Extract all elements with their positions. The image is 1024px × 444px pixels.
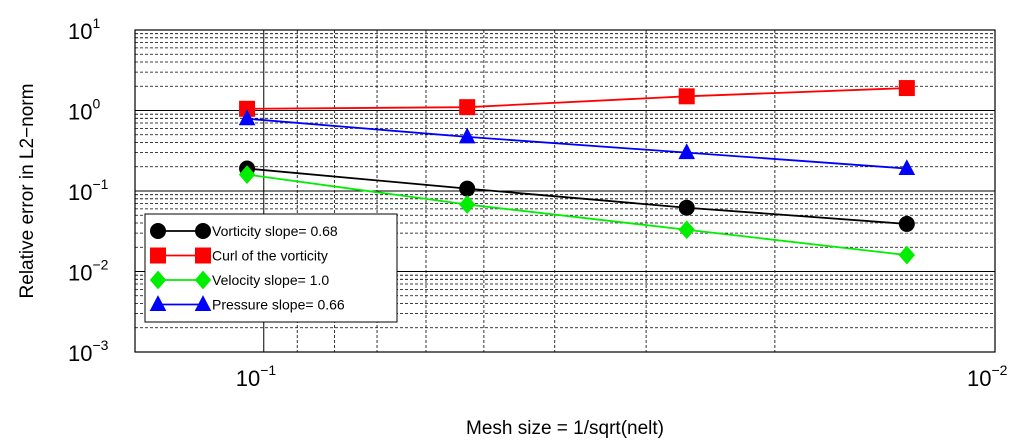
series [239, 80, 915, 117]
x-axis-title: Mesh size = 1/sqrt(nelt) [466, 418, 664, 439]
legend-label: Vorticity slope= 0.68 [212, 223, 338, 239]
legend-marker [149, 270, 167, 290]
data-point [459, 99, 476, 116]
legend-marker [149, 295, 167, 311]
legend-item: Curl of the vorticity [150, 247, 328, 264]
legend-marker [194, 270, 212, 290]
x-tick-label: 10−2 [967, 362, 1008, 391]
series [238, 165, 915, 265]
data-point [898, 159, 916, 176]
legend-marker [195, 247, 211, 264]
legend-label: Pressure slope= 0.66 [212, 297, 345, 313]
legend-label: Curl of the vorticity [212, 248, 328, 264]
data-point [678, 143, 696, 160]
data-point [238, 165, 256, 184]
data-point [898, 80, 915, 97]
data-point [678, 199, 695, 216]
legend-marker [194, 295, 212, 311]
grid [135, 30, 995, 352]
y-tick-label: 101 [68, 15, 100, 44]
legend-label: Velocity slope= 1.0 [212, 272, 329, 288]
series [238, 109, 916, 176]
legend-item: Velocity slope= 1.0 [149, 270, 329, 290]
legend-marker [150, 223, 166, 239]
tick-labels: 101 100 10−1 10−2 10−3 10−1 10−2 [68, 15, 1008, 391]
data-point [678, 220, 695, 240]
y-tick-label: 10−2 [68, 257, 109, 286]
data-point [459, 180, 476, 197]
data-point [238, 109, 256, 126]
series-line [246, 173, 907, 256]
series-line [246, 167, 907, 225]
y-tick-label: 100 [68, 96, 100, 125]
data-point [458, 127, 476, 144]
data-point [678, 88, 695, 105]
y-tick-label: 10−3 [68, 337, 109, 366]
y-axis-title: Relative error in L2−norm [17, 84, 38, 299]
data-point [898, 215, 915, 232]
data-point [459, 195, 476, 214]
legend: Vorticity slope= 0.68 Curl of the vortici… [144, 213, 398, 323]
plot-frame [134, 29, 996, 353]
data-point [898, 245, 915, 265]
series-line [247, 87, 907, 110]
series-line [246, 117, 907, 170]
x-tick-label: 10−1 [236, 362, 277, 391]
series-group [238, 80, 916, 265]
legend-item: Vorticity slope= 0.68 [150, 223, 338, 239]
y-tick-label: 10−1 [68, 176, 109, 205]
legend-marker [195, 223, 211, 239]
legend-item: Pressure slope= 0.66 [149, 295, 345, 313]
legend-marker [150, 247, 166, 264]
